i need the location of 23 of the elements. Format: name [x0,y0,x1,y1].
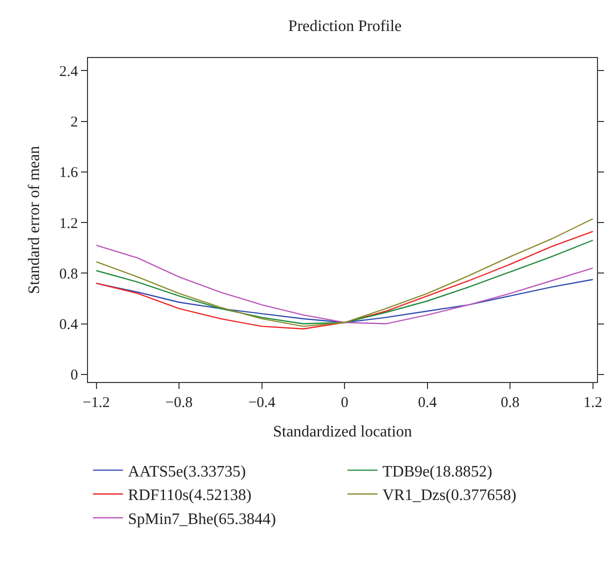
legend-label: RDF110s(4.52138) [128,487,252,504]
x-axis-title: Standardized location [272,424,412,441]
legend-label: VR1_Dzs(0.377658) [382,487,516,504]
y-tick-label: 2 [70,114,78,131]
x-tick-label: −1.2 [82,395,110,411]
y-tick-label: 0.8 [59,266,78,282]
x-tick-label: 0.8 [500,395,520,411]
y-tick-label: 1.6 [59,165,78,182]
x-tick-label: 0.4 [418,395,438,411]
line-series [96,278,594,324]
legend-label: AATS5e(3.33735) [128,463,246,480]
x-tick-label: −0.8 [165,395,193,411]
y-tick-label: 0.4 [59,317,78,334]
chart-title: Prediction Profile [288,18,402,36]
x-tick-label: 0 [340,395,348,411]
x-tick-label: −0.4 [248,395,276,411]
legend-label: SpMin7_Bhe(65.3844) [128,511,276,528]
y-tick-label: 1.2 [59,216,78,232]
y-tick-label: 2.4 [59,64,78,80]
x-tick-label: 1.2 [583,395,602,411]
y-axis-title: Standard error of mean [26,146,44,294]
y-tick-label: 0 [70,368,78,384]
legend-label: TDB9e(18.8852) [382,463,492,480]
